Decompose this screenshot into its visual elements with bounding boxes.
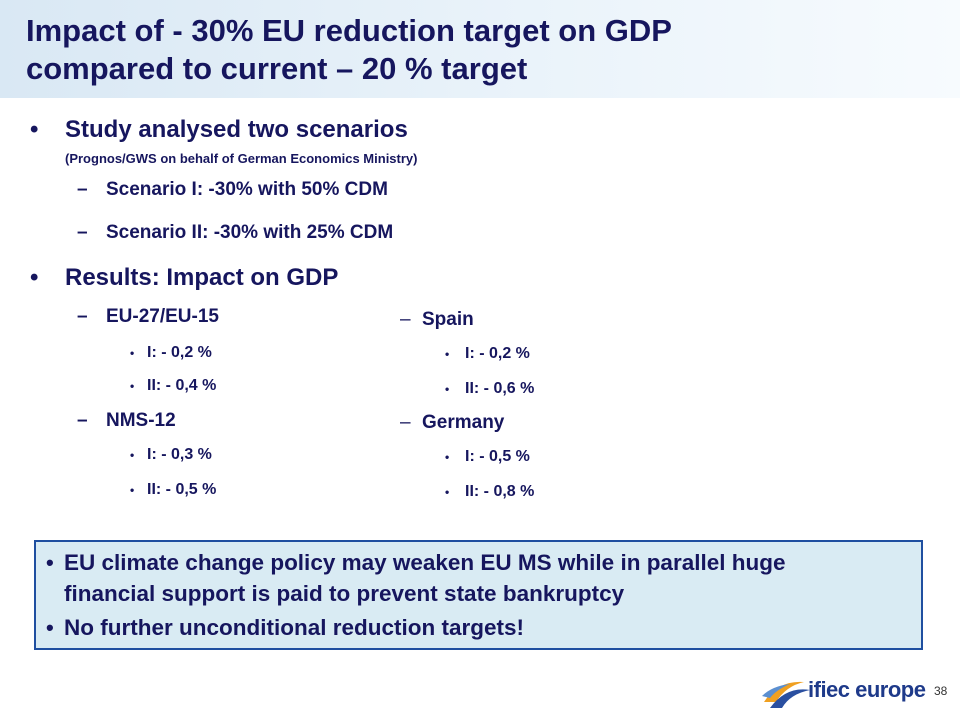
dash-marker: – — [77, 222, 88, 243]
group-nms12: NMS-12 — [106, 410, 176, 431]
dash-marker: – — [400, 309, 411, 330]
group-spain: Spain — [422, 309, 474, 330]
bullet-marker: • — [30, 116, 39, 143]
dash-marker: – — [77, 179, 88, 200]
bullet-results: Results: Impact on GDP — [65, 264, 339, 291]
bullet-marker: • — [130, 379, 135, 393]
germany-scenario-1: I: - 0,5 % — [465, 448, 530, 465]
group-eu27: EU-27/EU-15 — [106, 306, 219, 327]
conclusion-callout: • EU climate change policy may weaken EU… — [34, 540, 923, 650]
eu27-scenario-1: I: - 0,2 % — [147, 344, 212, 361]
bullet-marker: • — [130, 346, 135, 360]
dash-marker: – — [77, 306, 88, 327]
title-line-2: compared to current – 20 % target — [26, 51, 528, 86]
slide-title: Impact of - 30% EU reduction target on G… — [26, 12, 946, 88]
bullet-marker: • — [445, 450, 450, 464]
callout-line-3: No further unconditional reduction targe… — [64, 615, 524, 640]
page-number: 38 — [934, 684, 948, 698]
ifiec-logo-icon — [762, 681, 810, 708]
dash-marker: – — [400, 412, 411, 433]
title-band — [0, 0, 960, 98]
bullet-marker: • — [445, 485, 450, 499]
nms12-scenario-1: I: - 0,3 % — [147, 446, 212, 463]
group-germany: Germany — [422, 412, 505, 433]
bullet-marker: • — [130, 483, 135, 497]
spain-scenario-2: II: - 0,6 % — [465, 380, 535, 397]
spain-scenario-1: I: - 0,2 % — [465, 345, 530, 362]
bullet-marker: • — [445, 347, 450, 361]
dash-marker: – — [77, 410, 88, 431]
callout-line-2: financial support is paid to prevent sta… — [64, 581, 625, 606]
logo-text: ifiec europe — [808, 677, 926, 702]
title-line-1: Impact of - 30% EU reduction target on G… — [26, 13, 672, 48]
nms12-scenario-2: II: - 0,5 % — [147, 481, 217, 498]
bullet-marker: • — [445, 382, 450, 396]
eu27-scenario-2: II: - 0,4 % — [147, 377, 217, 394]
germany-scenario-2: II: - 0,8 % — [465, 483, 535, 500]
scenario-2: Scenario II: -30% with 25% CDM — [106, 222, 394, 243]
callout-line-1: EU climate change policy may weaken EU M… — [64, 550, 786, 575]
bullet-marker: • — [46, 550, 54, 575]
bullet-study: Study analysed two scenarios — [65, 116, 408, 143]
scenario-1: Scenario I: -30% with 50% CDM — [106, 179, 388, 200]
bullet-marker: • — [46, 615, 54, 640]
bullet-marker: • — [30, 264, 39, 291]
study-source: (Prognos/GWS on behalf of German Economi… — [65, 151, 418, 166]
bullet-marker: • — [130, 448, 135, 462]
